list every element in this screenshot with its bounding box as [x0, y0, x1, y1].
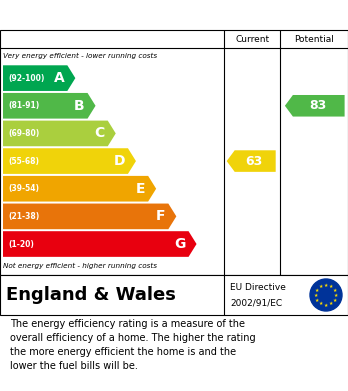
Text: C: C	[95, 126, 105, 140]
Text: The energy efficiency rating is a measure of the
overall efficiency of a home. T: The energy efficiency rating is a measur…	[10, 319, 256, 371]
Text: ★: ★	[314, 292, 318, 298]
Text: ★: ★	[319, 284, 323, 289]
Polygon shape	[227, 150, 276, 172]
Text: (21-38): (21-38)	[8, 212, 39, 221]
Text: ★: ★	[332, 298, 337, 303]
Text: (1-20): (1-20)	[8, 240, 34, 249]
Text: EU Directive: EU Directive	[230, 283, 286, 292]
Text: E: E	[136, 182, 145, 196]
Text: Energy Efficiency Rating: Energy Efficiency Rating	[10, 7, 220, 23]
Text: England & Wales: England & Wales	[6, 286, 176, 304]
Text: 83: 83	[309, 99, 326, 112]
Text: ★: ★	[329, 284, 333, 289]
Text: (81-91): (81-91)	[8, 101, 39, 110]
Text: D: D	[113, 154, 125, 168]
Polygon shape	[3, 148, 136, 174]
Polygon shape	[3, 204, 176, 229]
Text: Very energy efficient - lower running costs: Very energy efficient - lower running co…	[3, 53, 157, 59]
Text: ★: ★	[315, 298, 319, 303]
Text: ★: ★	[324, 283, 328, 287]
Text: A: A	[54, 71, 64, 85]
Text: ★: ★	[324, 303, 328, 307]
Text: ★: ★	[334, 292, 338, 298]
Text: (92-100): (92-100)	[8, 74, 45, 83]
Text: (69-80): (69-80)	[8, 129, 39, 138]
Text: G: G	[174, 237, 185, 251]
Text: 63: 63	[246, 154, 263, 168]
Text: 2002/91/EC: 2002/91/EC	[230, 298, 283, 307]
Text: F: F	[156, 209, 165, 223]
Polygon shape	[3, 65, 75, 91]
Text: Current: Current	[235, 35, 269, 44]
Circle shape	[310, 279, 342, 311]
Polygon shape	[3, 231, 197, 257]
Text: Not energy efficient - higher running costs: Not energy efficient - higher running co…	[3, 264, 157, 269]
Text: ★: ★	[315, 287, 319, 292]
Text: B: B	[74, 99, 85, 113]
Text: ★: ★	[329, 301, 333, 306]
Text: (55-68): (55-68)	[8, 156, 39, 165]
Polygon shape	[285, 95, 345, 117]
Text: ★: ★	[319, 301, 323, 306]
Text: ★: ★	[332, 287, 337, 292]
Polygon shape	[3, 176, 156, 201]
Text: Potential: Potential	[294, 35, 334, 44]
Polygon shape	[3, 93, 96, 118]
Text: (39-54): (39-54)	[8, 184, 39, 193]
Polygon shape	[3, 120, 116, 146]
